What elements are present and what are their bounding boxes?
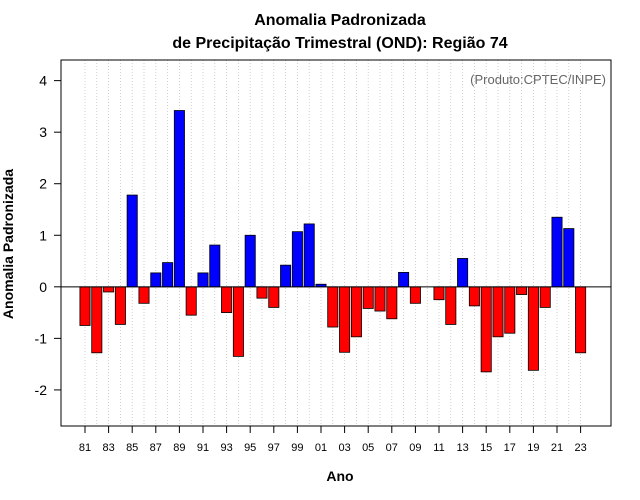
y-tick-label: 2 <box>39 176 47 192</box>
x-tick-label: 07 <box>386 442 398 454</box>
x-tick-label: 13 <box>456 442 468 454</box>
bar-07 <box>386 286 398 320</box>
bar-00 <box>303 223 315 288</box>
bar-94 <box>232 286 244 357</box>
x-tick-label: 19 <box>527 442 539 454</box>
bar-22 <box>563 228 575 288</box>
bar-02 <box>327 286 339 328</box>
bar-93 <box>221 286 233 313</box>
bar-92 <box>209 244 221 288</box>
bars-group <box>61 110 611 373</box>
bar-19 <box>527 286 539 371</box>
bar-90 <box>185 286 197 316</box>
bar-12 <box>445 286 457 325</box>
x-tick-label: 81 <box>79 442 91 454</box>
y-tick-label: -2 <box>35 382 48 398</box>
bar-96 <box>256 286 268 299</box>
bar-09 <box>409 286 421 304</box>
bar-03 <box>339 286 351 353</box>
x-tick-label: 15 <box>480 442 492 454</box>
y-tick-label: -1 <box>35 330 48 346</box>
bar-97 <box>268 286 280 308</box>
bar-05 <box>362 286 374 309</box>
bar-21 <box>551 216 563 288</box>
y-tick-label: 4 <box>39 73 47 89</box>
chart-subtitle: de Precipitação Trimestral (OND): Região… <box>172 35 507 52</box>
plot-frame <box>60 59 612 427</box>
x-tick-label: 85 <box>126 442 138 454</box>
x-tick-label: 09 <box>409 442 421 454</box>
bar-99 <box>291 231 303 288</box>
x-tick-label: 17 <box>504 442 516 454</box>
x-tick-label: 93 <box>220 442 232 454</box>
y-tick-label: 3 <box>39 124 47 140</box>
bar-89 <box>173 110 185 288</box>
bar-82 <box>91 286 103 354</box>
x-axis: 81 83 85 87 89 91 93 95 97 99 01 03 05 07 09 11 13 15 17 19… <box>79 426 587 454</box>
bar-14 <box>468 286 480 307</box>
bar-16 <box>492 286 504 338</box>
bar-88 <box>162 262 174 288</box>
x-tick-label: 23 <box>574 442 586 454</box>
x-tick-label: 95 <box>244 442 256 454</box>
bar-08 <box>398 271 410 288</box>
x-tick-label: 21 <box>551 442 563 454</box>
bar-95 <box>244 234 256 288</box>
y-axis: -2 -1 0 1 2 3 4 <box>35 73 61 398</box>
bar-83 <box>103 286 115 293</box>
x-tick-label: 87 <box>150 442 162 454</box>
bar-84 <box>114 286 126 325</box>
chart-title: Anomalia Padronizada <box>254 12 426 29</box>
bar-04 <box>350 286 362 338</box>
y-tick-label: 0 <box>39 279 47 295</box>
x-axis-title: Ano <box>326 468 353 484</box>
x-tick-label: 89 <box>173 442 185 454</box>
bar-85 <box>126 194 138 288</box>
credit-text: (Produto:CPTEC/INPE) <box>470 72 606 87</box>
bar-15 <box>480 286 492 373</box>
y-axis-title: Anomalia Padronizada <box>0 169 16 319</box>
bar-91 <box>197 272 209 288</box>
grid-lines <box>84 60 581 426</box>
bar-18 <box>516 286 528 295</box>
bar-06 <box>374 286 386 312</box>
x-tick-label: 05 <box>362 442 374 454</box>
bar-86 <box>138 286 150 304</box>
bar-11 <box>433 286 445 301</box>
bar-17 <box>504 286 516 334</box>
bar-98 <box>280 264 292 288</box>
bar-81 <box>79 286 91 326</box>
y-tick-label: 1 <box>39 227 47 243</box>
bar-20 <box>539 286 551 308</box>
bar-87 <box>150 272 162 288</box>
x-tick-label: 01 <box>315 442 327 454</box>
bar-23 <box>575 286 587 354</box>
x-tick-label: 99 <box>291 442 303 454</box>
bar-13 <box>457 258 469 288</box>
x-tick-label: 91 <box>197 442 209 454</box>
x-tick-label: 83 <box>102 442 114 454</box>
x-tick-label: 11 <box>433 442 444 454</box>
x-tick-label: 97 <box>268 442 280 454</box>
x-tick-label: 03 <box>338 442 350 454</box>
